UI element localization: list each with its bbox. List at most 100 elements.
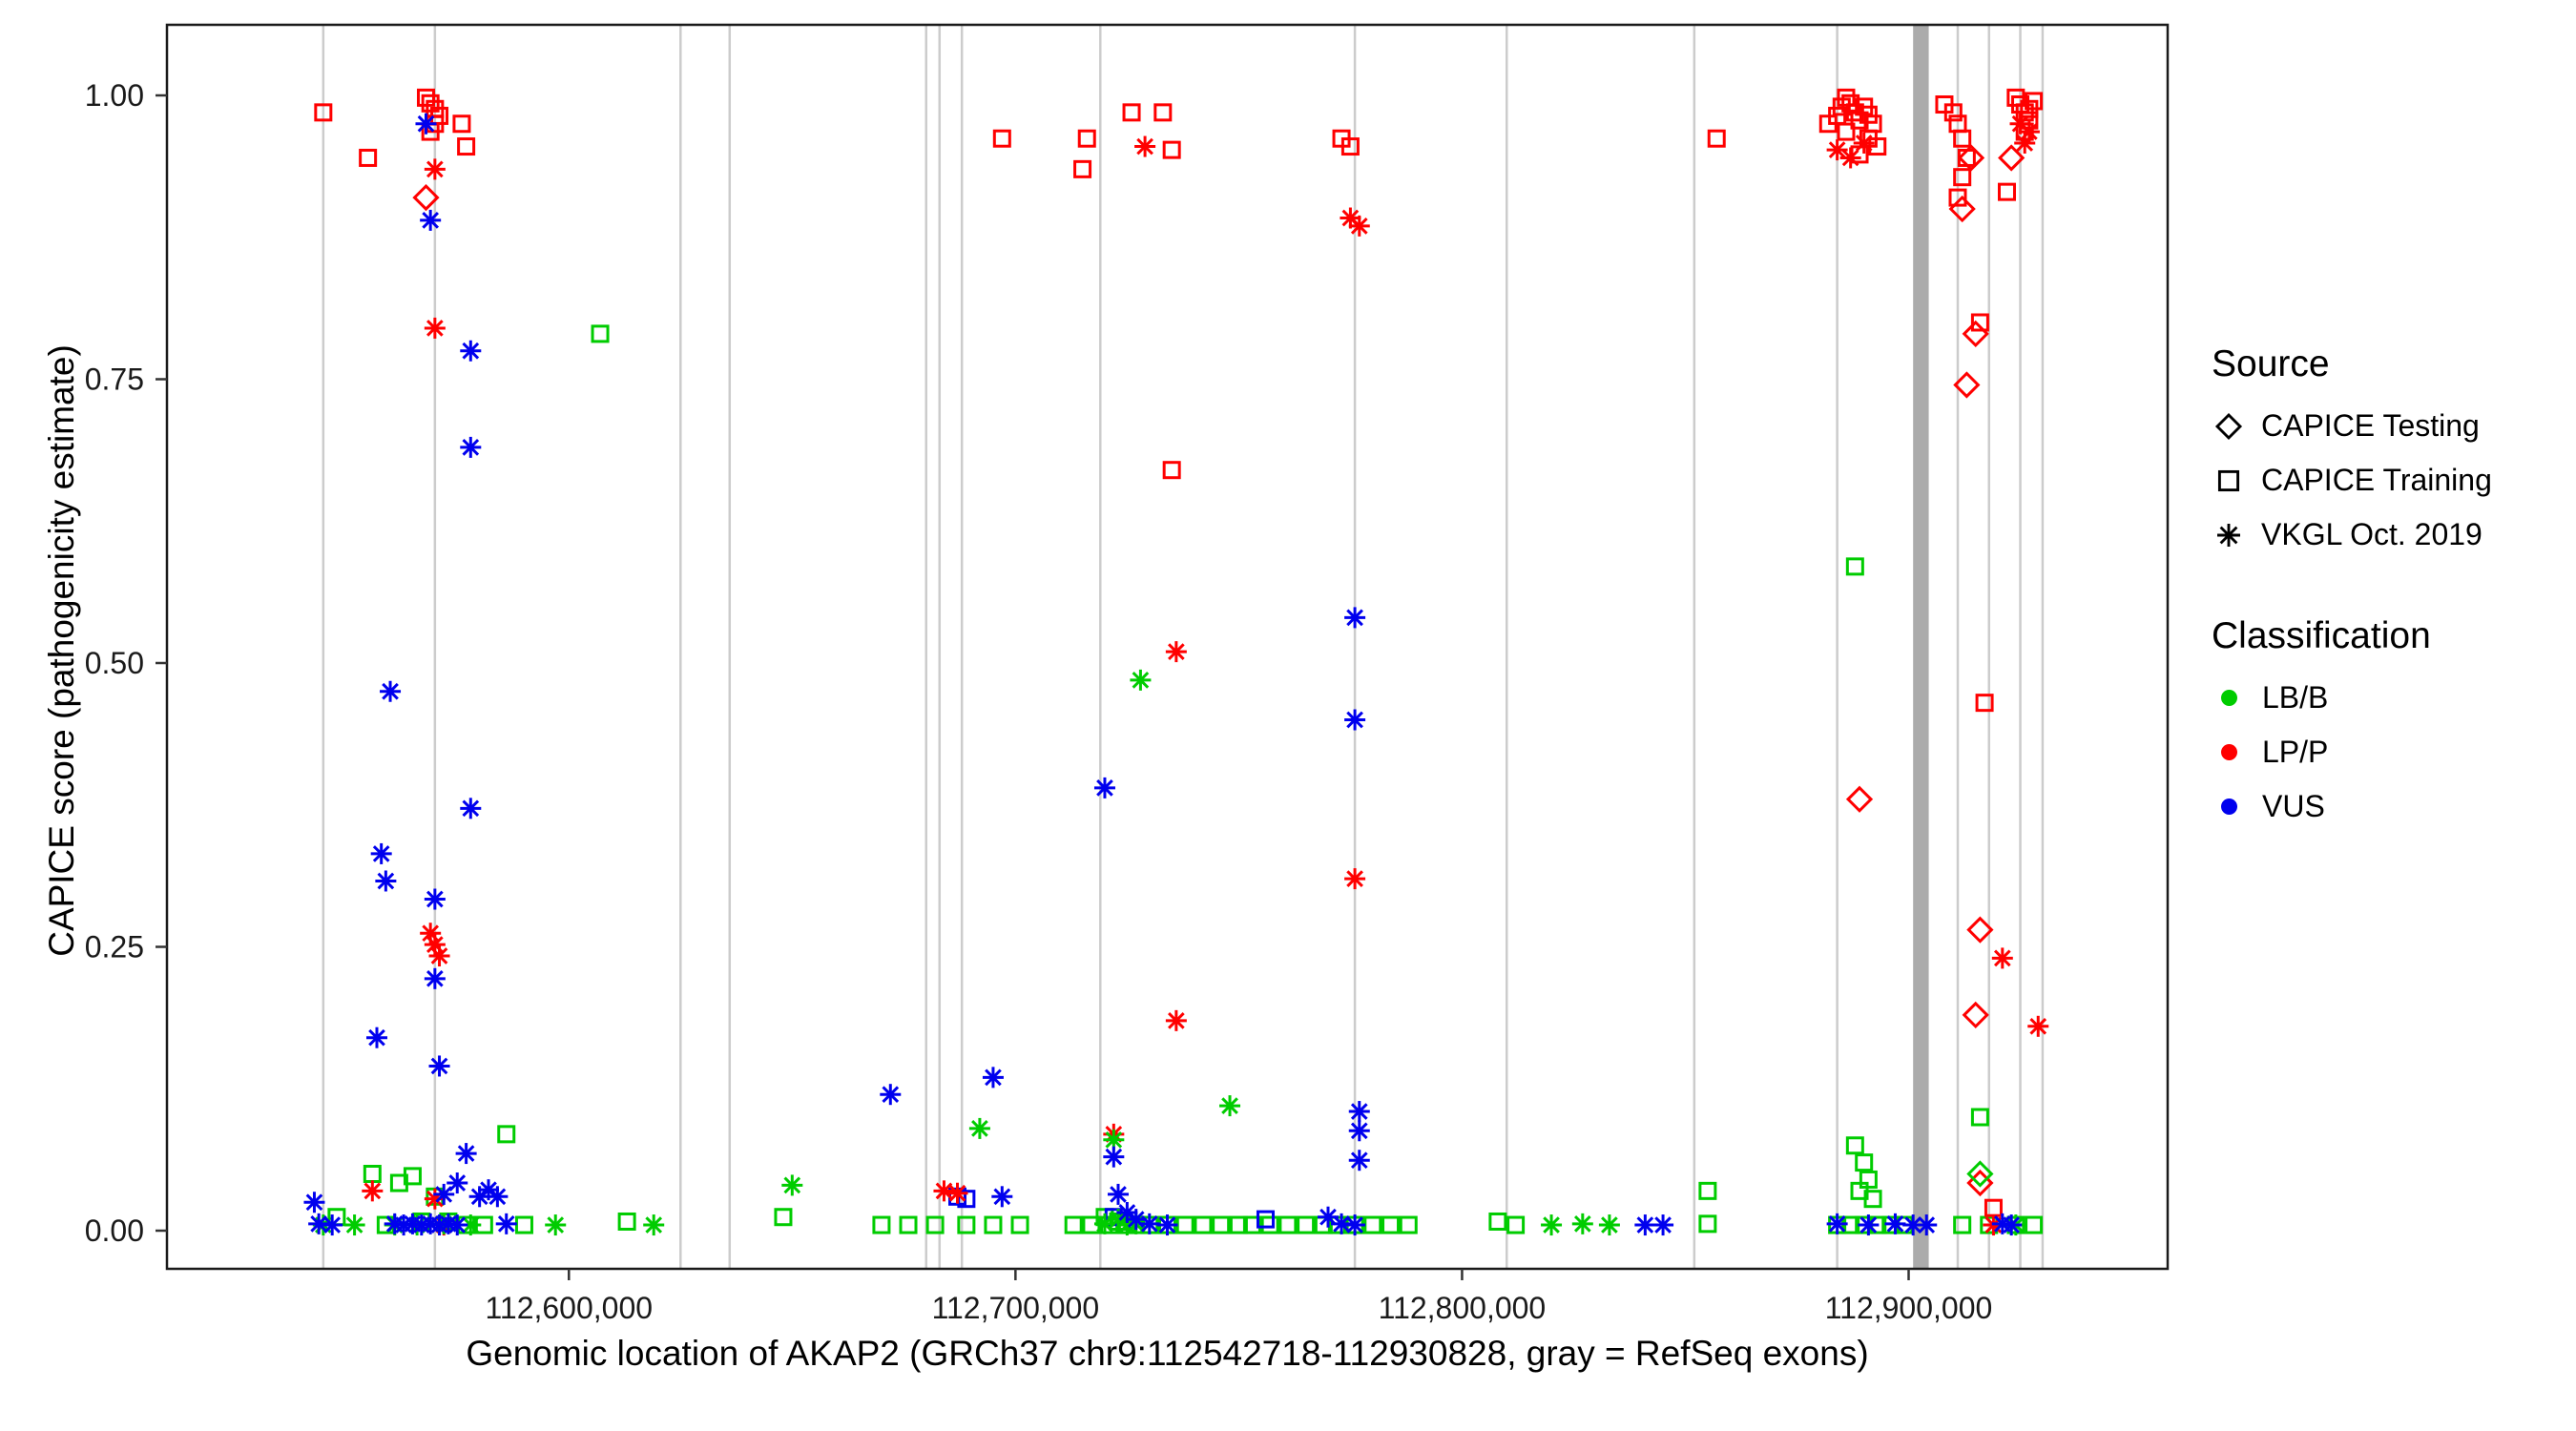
data-point <box>452 114 471 134</box>
data-point <box>426 890 444 908</box>
data-point <box>774 1208 793 1227</box>
data-point <box>1998 144 2025 172</box>
data-point <box>1970 313 1989 332</box>
data-point <box>1175 1215 1195 1234</box>
data-point <box>1350 218 1368 235</box>
data-point <box>1828 141 1846 158</box>
data-point <box>1698 1214 1717 1234</box>
data-point <box>1096 779 1113 797</box>
data-point <box>430 947 448 964</box>
data-point <box>1346 1216 1363 1234</box>
data-point <box>1953 129 1972 148</box>
refseq-exon-block <box>1913 25 1929 1269</box>
data-point <box>1153 103 1173 122</box>
data-point <box>426 160 444 178</box>
data-point <box>1855 135 1873 152</box>
legend-item-label: CAPICE Training <box>2261 463 2492 497</box>
data-point <box>1948 195 1976 223</box>
data-point <box>957 1215 976 1234</box>
data-point <box>497 1125 516 1144</box>
data-point <box>882 1086 900 1104</box>
data-point <box>984 1215 1003 1234</box>
data-point <box>993 1188 1011 1206</box>
data-point <box>1105 1148 1123 1166</box>
data-point <box>1859 1216 1878 1234</box>
data-point <box>305 1193 323 1212</box>
legend-classification-title: Classification <box>2212 615 2431 656</box>
data-point <box>1863 1190 1882 1209</box>
data-point <box>1077 129 1096 148</box>
data-point <box>1363 1215 1382 1234</box>
data-point <box>430 1057 448 1075</box>
data-point <box>872 1215 891 1234</box>
data-point <box>1970 1108 1989 1127</box>
data-point <box>1953 168 1972 187</box>
data-point <box>1194 1215 1213 1234</box>
data-point <box>1543 1216 1560 1234</box>
data-point <box>480 1181 497 1198</box>
data-point <box>1221 1097 1238 1114</box>
x-tick-label: 112,900,000 <box>1825 1291 1993 1325</box>
data-point <box>1168 643 1185 660</box>
data-point <box>1855 1153 1874 1172</box>
data-point <box>617 1212 636 1231</box>
data-point <box>1966 916 1994 944</box>
data-point <box>417 114 435 133</box>
data-point <box>1698 1181 1717 1200</box>
data-point <box>422 924 440 943</box>
data-point <box>1132 672 1150 689</box>
data-point <box>925 1215 945 1234</box>
data-point <box>1381 1215 1401 1234</box>
data-point <box>935 1182 953 1200</box>
data-point <box>1260 1215 1279 1234</box>
data-point <box>971 1120 988 1137</box>
data-point <box>457 137 476 156</box>
data-point <box>2025 1215 2044 1234</box>
y-tick-label: 0.25 <box>85 930 144 964</box>
data-point <box>1993 949 2011 967</box>
legend-item-label: VKGL Oct. 2019 <box>2261 517 2483 551</box>
data-point <box>1399 1215 1418 1234</box>
data-point <box>1162 461 1181 480</box>
legend-item-label: LB/B <box>2262 680 2329 715</box>
data-point <box>1962 1001 1989 1029</box>
data-point <box>1105 1130 1123 1149</box>
data-point <box>364 1182 382 1200</box>
data-point <box>1168 1012 1185 1029</box>
y-tick-label: 0.50 <box>85 646 144 680</box>
blue-dot-icon <box>2221 798 2237 815</box>
data-point <box>1073 159 1092 178</box>
data-point <box>948 1184 966 1202</box>
data-point <box>1953 371 1981 399</box>
data-point <box>1297 1215 1316 1234</box>
data-point <box>1975 694 1994 713</box>
data-point <box>547 1216 565 1234</box>
x-tick-label: 112,700,000 <box>932 1291 1100 1325</box>
data-point <box>1997 182 2016 201</box>
data-point <box>2011 114 2029 133</box>
data-point <box>2003 1216 2021 1234</box>
data-point <box>426 936 444 953</box>
y-axis-title: CAPICE score (pathogenicity estimate) <box>42 344 81 957</box>
green-dot-icon <box>2221 690 2237 706</box>
data-point <box>992 129 1011 148</box>
data-point <box>1350 1151 1368 1170</box>
data-point <box>462 799 480 818</box>
data-point <box>1333 1215 1350 1233</box>
data-point <box>1278 1215 1298 1234</box>
data-point <box>1948 188 1967 207</box>
data-point <box>462 439 480 456</box>
data-point <box>1229 1215 1248 1234</box>
x-tick-label: 112,600,000 <box>485 1291 653 1325</box>
data-point <box>372 845 390 862</box>
data-point <box>1110 1186 1127 1203</box>
data-point <box>1010 1215 1029 1234</box>
data-point <box>1918 1216 1936 1234</box>
data-point <box>368 1028 385 1047</box>
data-point <box>1886 1215 1904 1233</box>
data-point <box>1943 103 1963 122</box>
data-point <box>377 872 395 890</box>
legend-item-vus: VUS <box>2212 789 2565 824</box>
